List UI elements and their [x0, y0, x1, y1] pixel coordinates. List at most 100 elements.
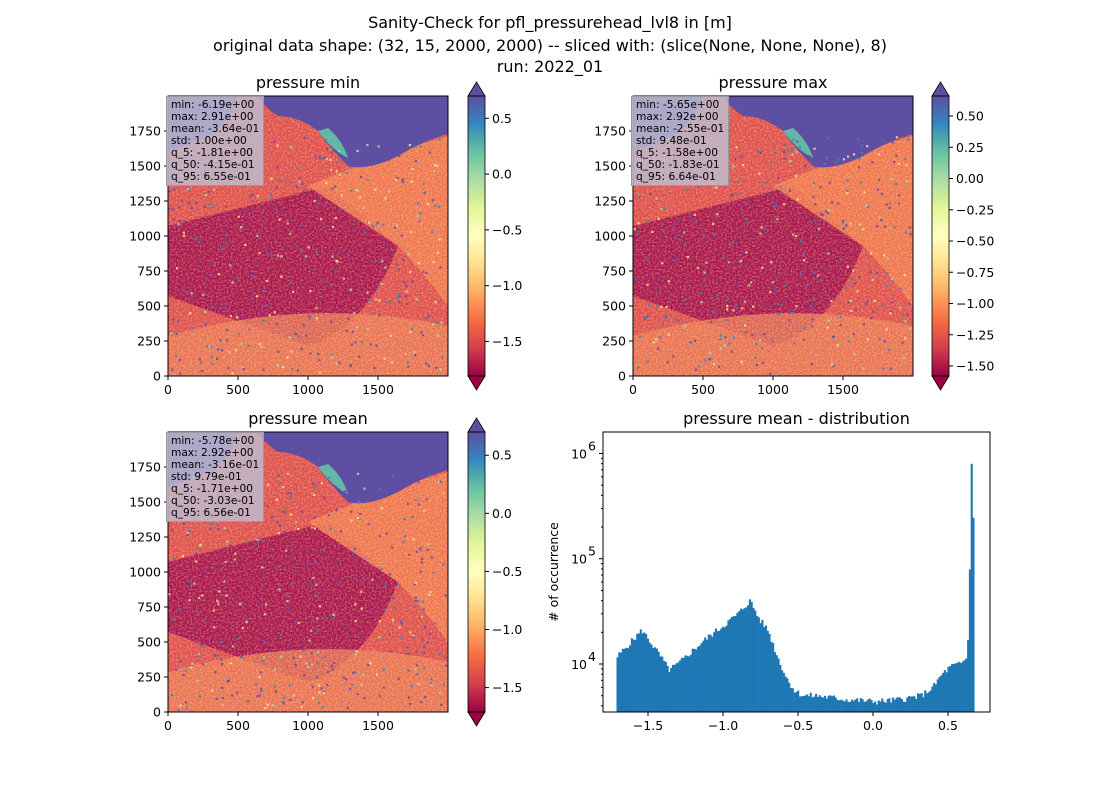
heatmap-pixel [740, 155, 743, 158]
heatmap-pixel [857, 166, 861, 169]
histogram-bar [922, 697, 925, 712]
heatmap-pixel [236, 311, 239, 314]
y-tick-label: 10 [571, 446, 587, 461]
stats-line: q_5: -1.58e+00 [636, 147, 718, 159]
heatmap-pixel [282, 696, 285, 699]
heatmap-pixel [886, 257, 889, 260]
heatmap-pixel [312, 493, 316, 496]
heatmap-pixel [356, 149, 359, 153]
heatmap-pixel [826, 326, 829, 329]
heatmap-pixel [173, 558, 176, 561]
heatmap-pixel [214, 671, 217, 674]
y-tick-label: 1750 [129, 460, 161, 475]
heatmap-pixel [834, 161, 837, 164]
heatmap-pixel [890, 310, 893, 313]
heatmap-pixel [736, 180, 739, 183]
heatmap-pixel [237, 637, 240, 640]
x-tick-label: 500 [691, 382, 715, 397]
heatmap-pixel [391, 618, 394, 621]
heatmap-pixel [363, 231, 366, 234]
heatmap-pixel [324, 570, 327, 573]
heatmap-pixel [251, 207, 254, 210]
heatmap-pixel [424, 625, 427, 629]
heatmap-pixel [633, 228, 636, 231]
heatmap-pixel [885, 203, 888, 206]
histogram-bar [827, 695, 830, 712]
heatmap-pixel [385, 301, 388, 304]
colorbar-frame [467, 431, 486, 713]
heatmap-pixel [339, 173, 342, 176]
heatmap-pixel [185, 706, 188, 709]
heatmap-pixel [827, 252, 830, 255]
heatmap-pixel [350, 519, 353, 522]
heatmap-pixel [719, 334, 722, 337]
histogram-bar [673, 664, 676, 712]
histogram-bar [850, 699, 853, 712]
histogram-bar [736, 612, 739, 712]
heatmap-pixel [219, 339, 222, 342]
heatmap-pixel [895, 136, 898, 139]
heatmap-pixel [253, 263, 256, 266]
heatmap-pixel [663, 229, 666, 232]
heatmap-pixel [708, 352, 711, 355]
heatmap-pixel [703, 271, 706, 274]
y-tick-label: 1000 [129, 565, 161, 580]
heatmap-pixel [878, 179, 881, 182]
heatmap-pixel [850, 309, 853, 312]
histogram-bar [768, 633, 771, 712]
heatmap-pixel [366, 291, 369, 294]
heatmap-pixel [418, 219, 421, 222]
heatmap-pixel [412, 634, 415, 638]
heatmap-pixel [323, 656, 327, 659]
heatmap-pixel [737, 194, 740, 197]
histogram-bar [970, 463, 973, 712]
heatmap-pixel [420, 615, 423, 618]
heatmap-pixel [869, 270, 872, 273]
heatmap-pixel [769, 291, 772, 294]
heatmap-pixel [309, 289, 312, 293]
heatmap-pixel [288, 684, 291, 687]
heatmap-pixel [434, 204, 437, 207]
histogram-bar [761, 619, 764, 712]
stats-line: q_95: 6.55e-01 [171, 171, 251, 183]
heatmap-pixel [349, 251, 352, 254]
heatmap-pixel [638, 195, 641, 199]
heatmap-pixel [363, 289, 366, 292]
heatmap-pixel [440, 703, 443, 706]
heatmap-pixel [819, 279, 822, 282]
histogram-bar [763, 627, 766, 712]
heatmap-pixel [183, 634, 186, 637]
heatmap-pixel [395, 224, 398, 227]
heatmap-pixel [766, 191, 769, 194]
heatmap-pixel [883, 340, 886, 343]
histogram-bar [632, 639, 635, 712]
heatmap-pixel [802, 338, 805, 341]
heatmap-pixel [273, 685, 276, 688]
colorbar-tick-label: 0.00 [956, 171, 984, 186]
heatmap-pixel [223, 527, 226, 530]
heatmap-pixel [295, 520, 298, 524]
heatmap-pixel [335, 259, 338, 262]
histogram-bar [961, 661, 964, 712]
heatmap-pixel [899, 306, 902, 309]
heatmap-pixel [330, 665, 334, 668]
heatmap-pixel [777, 312, 780, 315]
heatmap-pixel [837, 202, 840, 205]
heatmap-pixel [388, 633, 391, 636]
heatmap-pixel [237, 215, 240, 218]
heatmap-pixel [241, 626, 244, 630]
heatmap-pixel [367, 664, 370, 667]
heatmap-pixel [718, 365, 721, 368]
heatmap-pixel [846, 192, 849, 195]
heatmap-pixel [886, 272, 889, 275]
heatmap-pixel [315, 583, 318, 586]
heatmap-pixel [863, 191, 866, 194]
histogram-bar [883, 701, 886, 712]
heatmap-pixel [384, 197, 387, 200]
heatmap-pixel [291, 368, 294, 371]
x-tick-label: 0.5 [938, 718, 958, 733]
heatmap-pixel [414, 596, 417, 599]
heatmap-pixel [907, 138, 910, 141]
heatmap-pixel [798, 281, 801, 284]
histogram-bar [832, 695, 836, 712]
